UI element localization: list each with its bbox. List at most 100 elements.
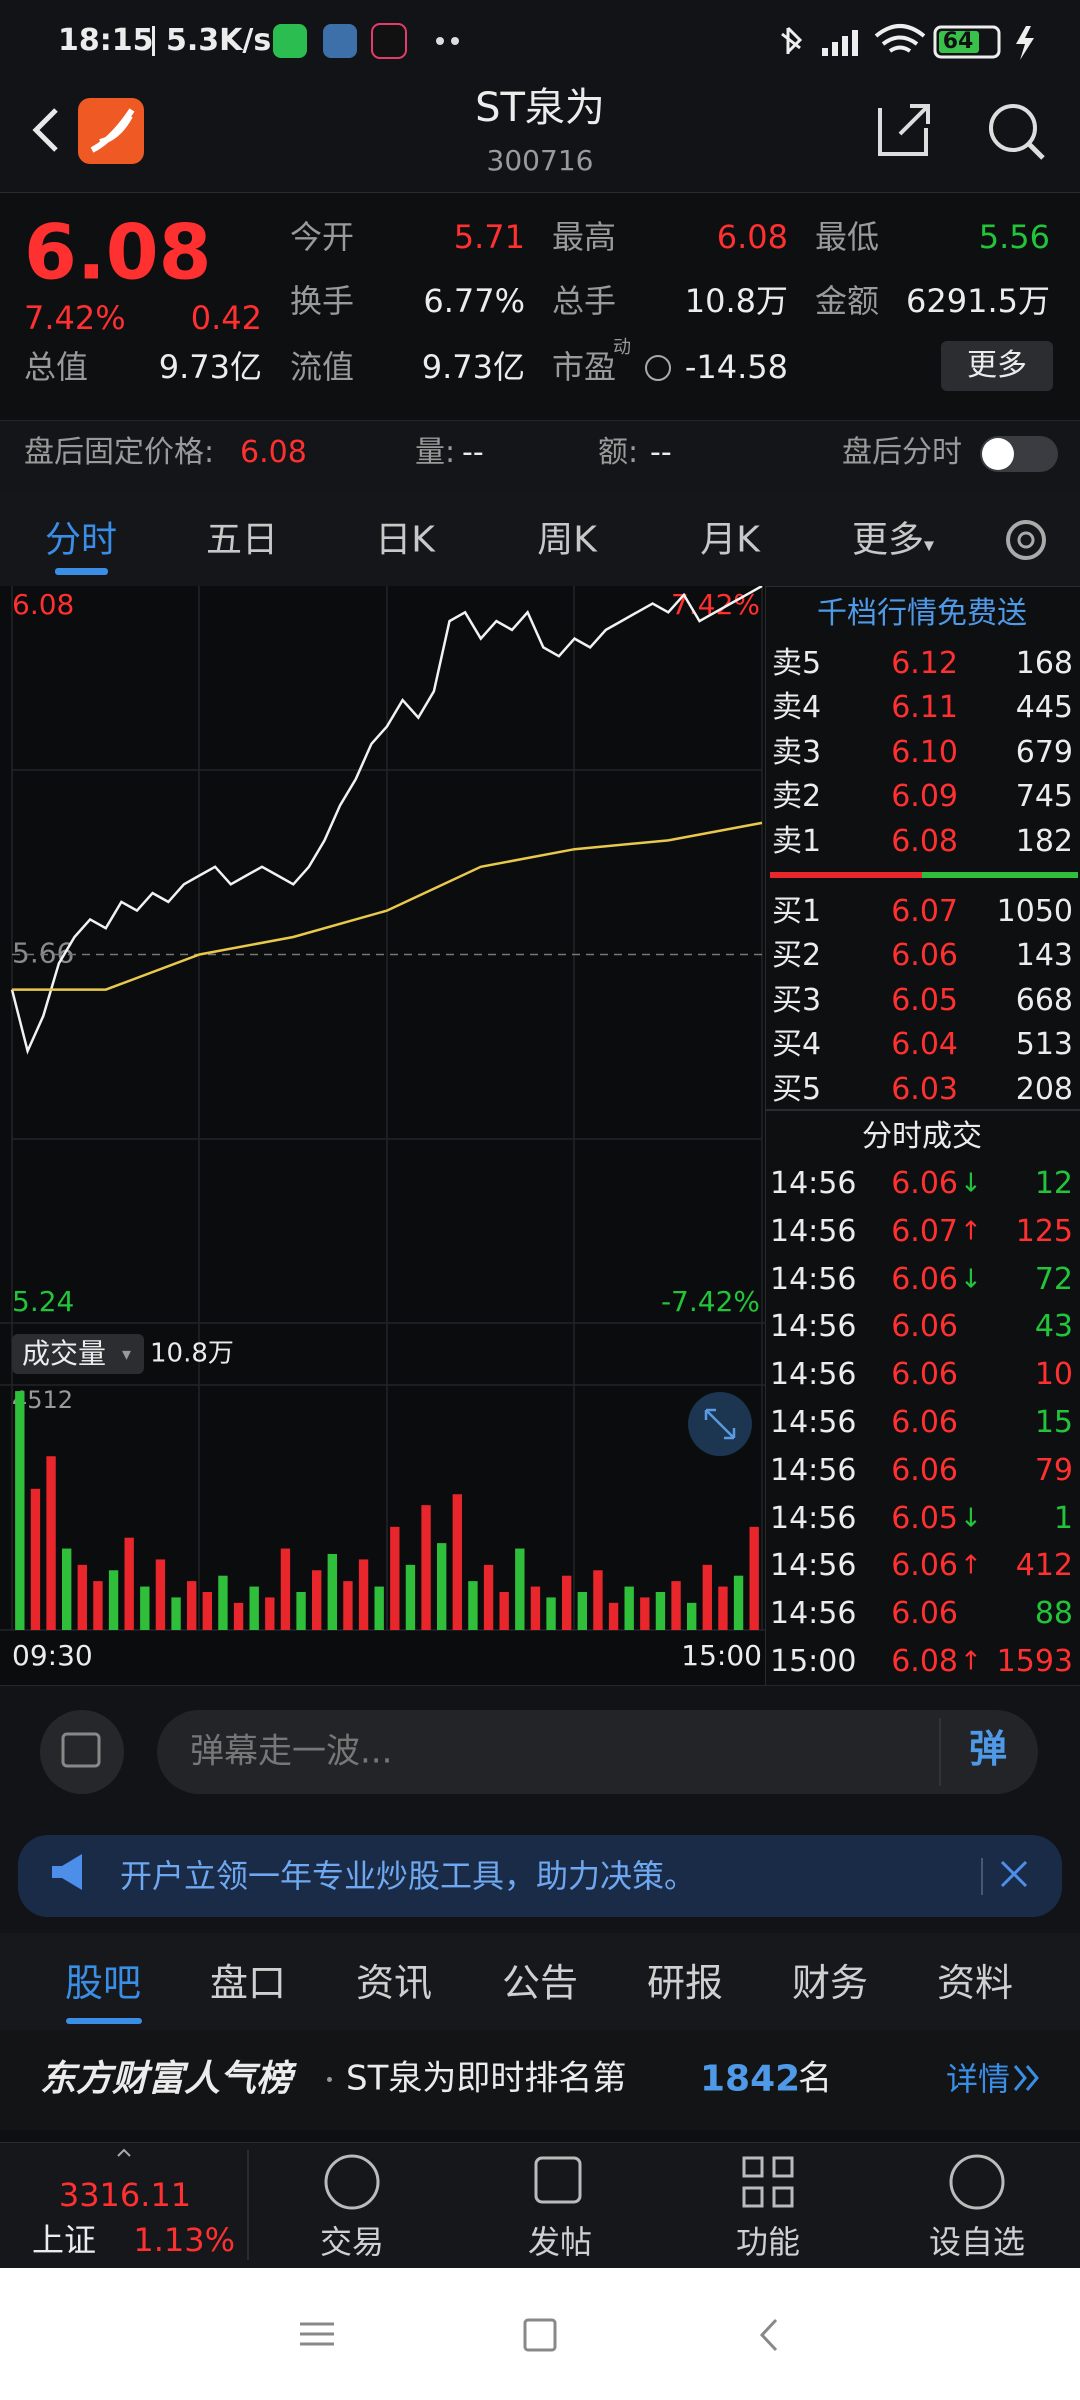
- volume-bar: [655, 1591, 666, 1630]
- trade-price: 6.06: [891, 1357, 958, 1393]
- home-key[interactable]: [523, 2318, 557, 2352]
- trade-dir: ↑: [960, 1550, 982, 1581]
- index-name: 上证: [32, 2220, 97, 2259]
- section-tab[interactable]: 盘口: [209, 1961, 287, 2006]
- danmu-placeholder[interactable]: 弹幕走一波...: [190, 1731, 393, 1772]
- volume-bar: [296, 1591, 306, 1630]
- volume-bar: [390, 1526, 400, 1630]
- trade-price: 6.06: [891, 1548, 958, 1584]
- volume-bar: [733, 1575, 744, 1630]
- trade-volume: 88: [1034, 1596, 1073, 1632]
- volume-bar: [62, 1548, 72, 1630]
- nav-item[interactable]: 交易: [319, 2222, 385, 2261]
- volume-bar: [202, 1591, 212, 1630]
- index-value[interactable]: 3316.11: [58, 2175, 192, 2214]
- after-hours-bg: [0, 420, 1080, 494]
- back-icon[interactable]: [32, 108, 58, 152]
- trade-time: 14:56: [770, 1500, 857, 1536]
- field-label: 金额: [815, 281, 880, 320]
- section-tab[interactable]: 资料: [936, 1961, 1014, 2006]
- book-price: 6.11: [891, 690, 958, 726]
- section-tab[interactable]: 公告: [501, 1961, 579, 2006]
- ad-text[interactable]: 开户立领一年专业炒股工具，助力决策。: [120, 1856, 697, 1895]
- section-tab[interactable]: 财务: [791, 1961, 869, 2006]
- trade-time: 14:56: [770, 1261, 857, 1297]
- wifi-icon: [874, 24, 926, 53]
- volume-bar: [624, 1586, 634, 1630]
- back-key[interactable]: [759, 2318, 778, 2352]
- volume-bar: [15, 1391, 25, 1630]
- book-label: 卖2: [772, 779, 822, 815]
- after-hours-amount-label: 额:: [598, 435, 639, 470]
- trade-price: 6.05: [891, 1500, 958, 1536]
- trades-title: 分时成交: [862, 1119, 982, 1154]
- tab[interactable]: 更多▾: [851, 519, 935, 561]
- section-tab[interactable]: 股吧: [64, 1961, 142, 2006]
- volume-bar: [452, 1494, 462, 1630]
- tab[interactable]: 五日: [205, 519, 279, 561]
- stock-title: ST泉为: [475, 85, 605, 131]
- trade-time: 14:56: [770, 1213, 857, 1249]
- field-value: 5.71: [453, 217, 525, 256]
- ranking-link[interactable]: 详情: [946, 2059, 1011, 2098]
- index-caret: [117, 2148, 131, 2157]
- trade-time: 14:56: [770, 1309, 857, 1345]
- trade-price: 6.06: [891, 1596, 958, 1632]
- book-price: 6.10: [891, 734, 958, 770]
- tab[interactable]: 周K: [537, 519, 597, 561]
- book-volume: 445: [1015, 690, 1073, 726]
- trade-volume: 72: [1034, 1261, 1073, 1297]
- trade-time: 14:56: [770, 1548, 857, 1584]
- ad-close[interactable]: [1000, 1860, 1028, 1888]
- book-volume: 182: [1015, 823, 1073, 859]
- volume-selector[interactable]: [12, 1334, 144, 1374]
- search-icon[interactable]: [989, 104, 1037, 152]
- volume-bar: [499, 1591, 509, 1630]
- volume-bar: [718, 1586, 728, 1630]
- ranking-brand: 东方财富人气榜: [40, 2058, 293, 2100]
- volume-bar: [124, 1537, 134, 1630]
- battery-frame: [933, 25, 1001, 59]
- y-tick-label: 5.24: [12, 1285, 74, 1318]
- nav-item[interactable]: 功能: [735, 2222, 801, 2261]
- section-tab[interactable]: 研报: [646, 1961, 724, 2006]
- settings-gear[interactable]: [1006, 520, 1046, 560]
- price: 6.08: [24, 207, 212, 297]
- danmu-glyph: [61, 1732, 101, 1768]
- tab[interactable]: 月K: [700, 519, 760, 561]
- share-icon[interactable]: [878, 104, 930, 156]
- trade-dir: ↑: [960, 1646, 982, 1677]
- bottom-nav-bg: [0, 2142, 1080, 2269]
- expand-glyph: [704, 1408, 736, 1440]
- dot: [451, 37, 459, 45]
- bluetooth-icon: [781, 26, 803, 54]
- danmu-input[interactable]: [157, 1710, 1038, 1794]
- book-price: 6.04: [891, 1027, 958, 1063]
- trade-dir: ↑: [960, 1216, 982, 1247]
- danmu-icon[interactable]: [40, 1710, 124, 1794]
- volume-bar: [546, 1597, 556, 1630]
- nav-item[interactable]: 发帖: [527, 2222, 593, 2261]
- volume-bar: [671, 1581, 681, 1630]
- battery-text: 64: [942, 28, 974, 54]
- ad-banner[interactable]: [18, 1835, 1062, 1917]
- more-button[interactable]: [941, 341, 1053, 391]
- menu-key[interactable]: [300, 2322, 334, 2346]
- tab[interactable]: 分时: [44, 519, 118, 561]
- field-label: 总手: [552, 281, 617, 320]
- field-value: 9.73亿: [421, 347, 525, 386]
- volume-bar: [265, 1597, 275, 1630]
- danmu-button[interactable]: 弹: [968, 1727, 1008, 1772]
- book-banner[interactable]: 千档行情免费送: [817, 596, 1027, 631]
- trade-price: 6.07: [891, 1213, 958, 1249]
- nav-item[interactable]: 设自选: [928, 2222, 1026, 2261]
- book-price: 6.06: [891, 938, 958, 974]
- ranking-dot: [327, 2077, 332, 2082]
- volume-bar: [46, 1456, 56, 1630]
- trade-dir: ↓: [960, 1503, 982, 1533]
- trade-price: 6.06: [891, 1166, 958, 1201]
- stock-code: 300716: [486, 144, 594, 178]
- more-button-label[interactable]: 更多: [967, 348, 1027, 383]
- tab[interactable]: 日K: [375, 519, 435, 561]
- section-tab[interactable]: 资讯: [355, 1961, 433, 2006]
